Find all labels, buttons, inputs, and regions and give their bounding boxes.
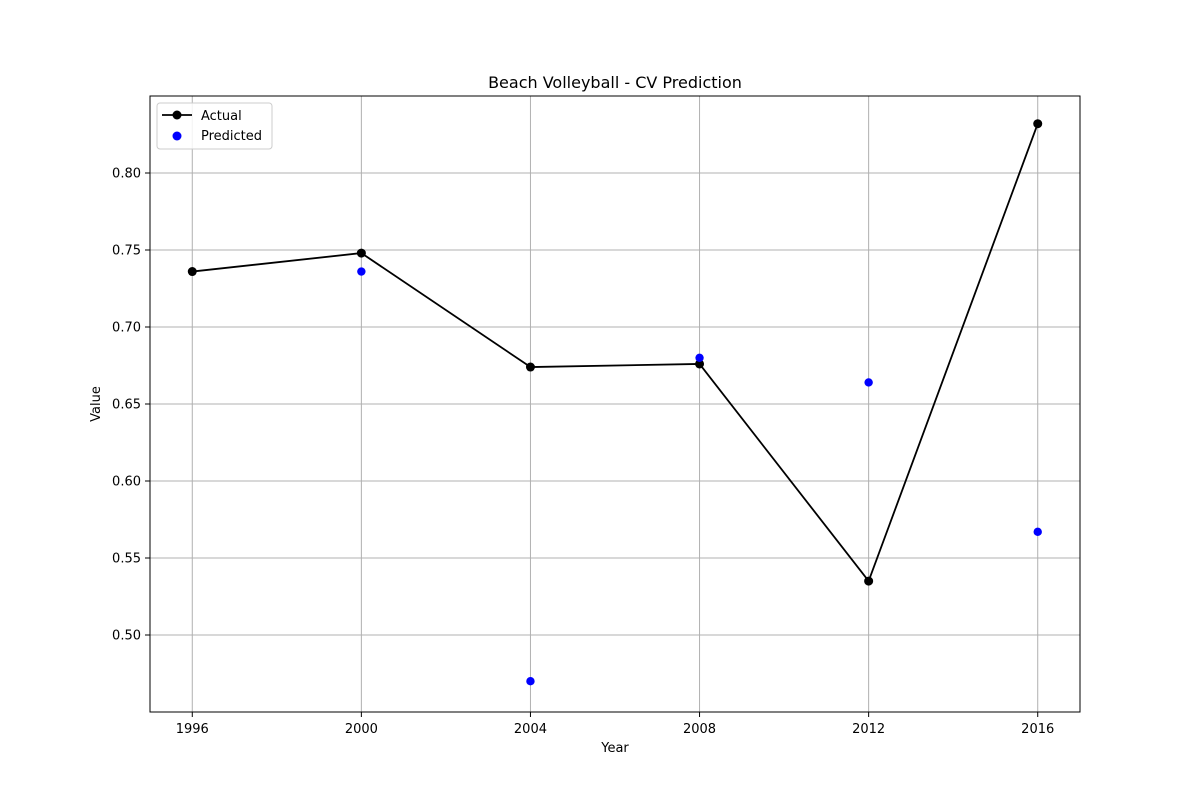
x-tick-label: 2004	[514, 722, 547, 737]
y-tick-label: 0.70	[112, 321, 141, 336]
x-tick-label: 2008	[683, 722, 716, 737]
legend-predicted-label: Predicted	[201, 129, 262, 144]
data-point-predicted	[864, 378, 873, 387]
series-layer	[187, 119, 1043, 686]
y-tick-label: 0.75	[112, 244, 141, 259]
legend-actual-label: Actual	[201, 109, 242, 124]
legend-actual-marker	[172, 110, 182, 120]
data-point-predicted	[695, 353, 704, 362]
data-point-predicted	[357, 267, 366, 276]
y-axis: 0.50 0.55 0.60 0.65 0.70 0.75 0.80	[112, 167, 150, 644]
series-actual	[187, 119, 1043, 586]
data-point-actual	[187, 267, 197, 277]
series-predicted	[357, 267, 1042, 686]
data-point-actual	[864, 576, 874, 586]
y-axis-label: Value	[89, 386, 104, 422]
series-actual-line	[192, 123, 1039, 582]
y-tick-label: 0.80	[112, 167, 141, 182]
data-point-predicted	[526, 677, 535, 686]
x-tick-label: 2012	[852, 722, 885, 737]
y-tick-label: 0.55	[112, 552, 141, 567]
y-tick-label: 0.60	[112, 475, 141, 490]
x-tick-label: 1996	[176, 722, 209, 737]
chart-title: Beach Volleyball - CV Prediction	[488, 73, 742, 92]
legend: Actual Predicted	[156, 102, 273, 150]
x-axis: 1996 2000 2004 2008 2012 2016	[176, 712, 1054, 737]
data-point-actual	[356, 248, 366, 258]
y-tick-label: 0.50	[112, 629, 141, 644]
data-point-predicted	[1033, 527, 1042, 537]
x-tick-label: 2000	[345, 722, 378, 737]
data-point-actual	[1033, 119, 1043, 129]
legend-predicted-marker	[172, 131, 182, 141]
data-point-actual	[525, 362, 535, 372]
data-point-actual	[695, 359, 705, 369]
y-tick-label: 0.65	[112, 398, 141, 413]
x-tick-label: 2016	[1021, 722, 1054, 737]
grid	[150, 96, 1080, 712]
x-axis-label: Year	[600, 741, 629, 756]
